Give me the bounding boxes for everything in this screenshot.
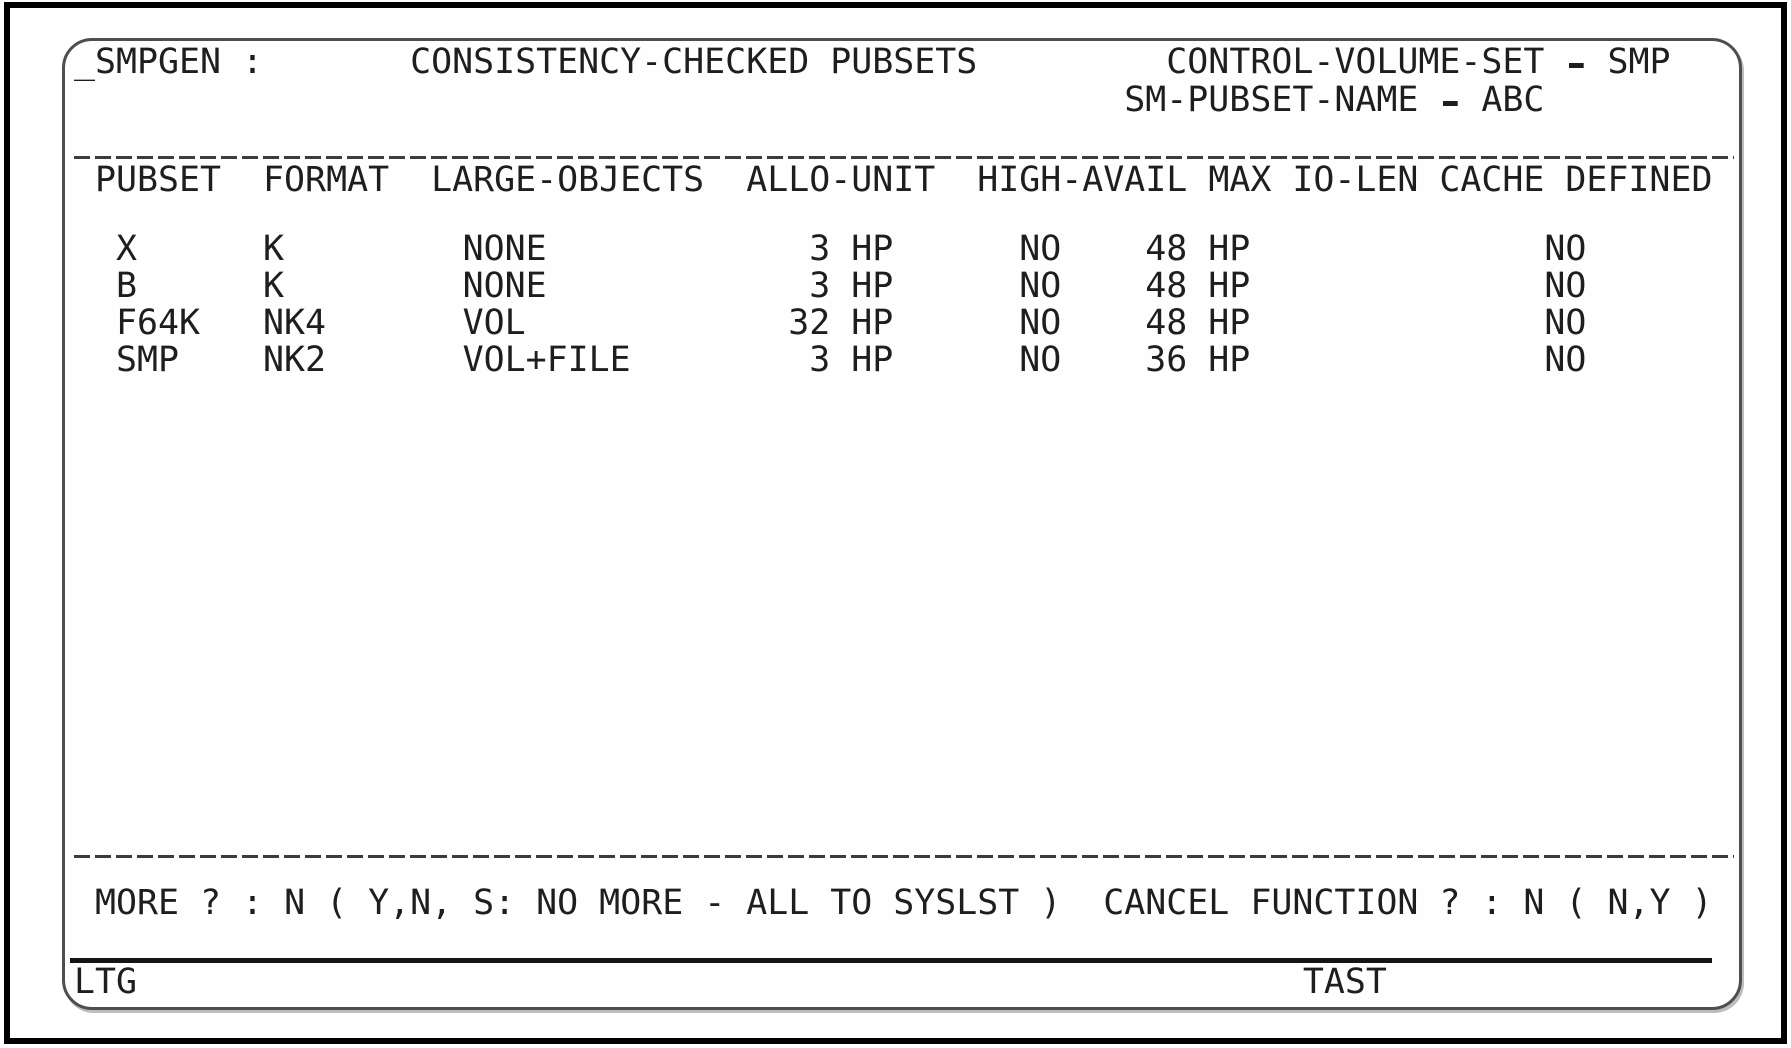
cell-large-objects: NONE [462, 229, 547, 269]
cell-format: K [263, 229, 285, 269]
cell-high-avail: NO [1019, 303, 1062, 343]
cell-allo-unit: 32 HP [788, 303, 894, 343]
more-prompt-label: MORE ? : [95, 883, 264, 923]
equals-glyph [1565, 53, 1587, 75]
terminal-screen: _SMPGEN : CONSISTENCY-CHECKED PUBSETS CO… [62, 38, 1742, 1010]
table-row: B K NONE 3 HP NO 48 HP NO [74, 268, 1730, 304]
status-tast: TAST [1302, 962, 1387, 1002]
column-header-pubset: PUBSET [95, 160, 222, 200]
cell-high-avail: NO [1019, 340, 1062, 380]
sm-pubset-name-label: SM-PUBSET-NAME [1124, 80, 1419, 120]
header-line-2: SM-PUBSET-NAME ABC [74, 82, 1730, 118]
cell-high-avail: NO [1019, 266, 1062, 306]
column-header-large-objects: LARGE-OBJECTS [431, 160, 705, 200]
table-row: F64K NK4 VOL 32 HP NO 48 HP NO [74, 305, 1730, 341]
sm-pubset-name-value: ABC [1481, 80, 1545, 120]
cell-pubset: F64K [116, 303, 201, 343]
cell-allo-unit: 3 HP [809, 229, 894, 269]
cell-cache-defined: NO [1544, 229, 1587, 269]
table-row: X K NONE 3 HP NO 48 HP NO [74, 231, 1730, 267]
cell-cache-defined: NO [1544, 266, 1587, 306]
cell-allo-unit: 3 HP [809, 340, 894, 380]
cell-allo-unit: 3 HP [809, 266, 894, 306]
cell-pubset: B [116, 266, 138, 306]
cell-large-objects: NONE [462, 266, 547, 306]
cell-max-io-len: 48 HP [1145, 266, 1251, 306]
column-header-allo-unit: ALLO-UNIT [746, 160, 936, 200]
page-title: CONSISTENCY-CHECKED PUBSETS [410, 42, 978, 82]
cancel-function-prompt: CANCEL FUNCTION ? : N ( N,Y ) [1103, 885, 1712, 921]
cancel-function-input[interactable]: N [1523, 883, 1545, 923]
control-volume-set-field: CONTROL-VOLUME-SET SMP [1166, 44, 1670, 80]
cancel-function-hint: ( N,Y ) [1565, 883, 1713, 923]
column-header-cache-defined: CACHE DEFINED [1439, 160, 1713, 200]
outer-frame [4, 2, 1787, 1044]
cell-pubset: SMP [116, 340, 180, 380]
cell-max-io-len: 48 HP [1145, 229, 1251, 269]
cell-format: NK4 [263, 303, 327, 343]
cell-high-avail: NO [1019, 229, 1062, 269]
cell-max-io-len: 36 HP [1145, 340, 1251, 380]
column-header-max-io-len: MAX IO-LEN [1208, 160, 1419, 200]
separator-dashed-top [74, 156, 1734, 159]
cell-format: K [263, 266, 285, 306]
cell-max-io-len: 48 HP [1145, 303, 1251, 343]
cancel-function-label: CANCEL FUNCTION ? : [1103, 883, 1503, 923]
equals-glyph [1439, 91, 1461, 113]
control-volume-set-value: SMP [1607, 42, 1671, 82]
status-bar: LTG TAST [74, 964, 1730, 1000]
cell-pubset: X [116, 229, 138, 269]
cell-large-objects: VOL+FILE [462, 340, 631, 380]
status-bar-rule [70, 958, 1712, 963]
more-prompt-hint: ( Y,N, S: NO MORE - ALL TO SYSLST ) [326, 883, 1062, 923]
command-field[interactable]: _SMPGEN : [74, 42, 264, 82]
control-volume-set-label: CONTROL-VOLUME-SET [1166, 42, 1545, 82]
cell-format: NK2 [263, 340, 327, 380]
status-ltg: LTG [74, 962, 138, 1002]
cell-cache-defined: NO [1544, 340, 1587, 380]
cell-large-objects: VOL [462, 303, 526, 343]
separator-dashed-bottom [74, 855, 1734, 858]
table-row: SMP NK2 VOL+FILE 3 HP NO 36 HP NO [74, 342, 1730, 378]
column-header-high-avail: HIGH-AVAIL [977, 160, 1188, 200]
header-line-1: _SMPGEN : CONSISTENCY-CHECKED PUBSETS CO… [74, 44, 1730, 80]
more-prompt: MORE ? : N ( Y,N, S: NO MORE - ALL TO SY… [95, 885, 1061, 921]
table-header-row: PUBSET FORMAT LARGE-OBJECTS ALLO-UNIT HI… [74, 162, 1730, 198]
cell-cache-defined: NO [1544, 303, 1587, 343]
prompt-line: MORE ? : N ( Y,N, S: NO MORE - ALL TO SY… [74, 885, 1730, 921]
more-prompt-input[interactable]: N [284, 883, 306, 923]
column-header-format: FORMAT [263, 160, 390, 200]
sm-pubset-name-field: SM-PUBSET-NAME ABC [1124, 82, 1544, 118]
